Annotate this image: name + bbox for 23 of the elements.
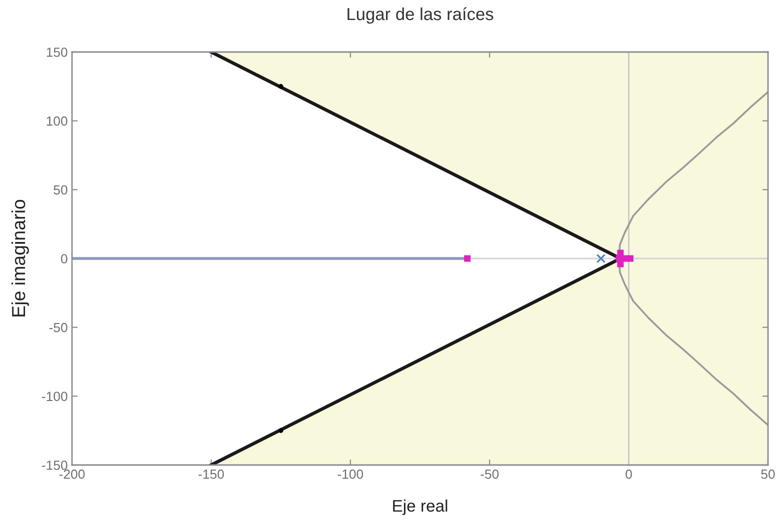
y-tick-label: 100 xyxy=(46,116,68,126)
chart-title: Lugar de las raíces xyxy=(348,7,494,24)
x-tick-label: -200 xyxy=(59,470,85,479)
point xyxy=(464,255,471,262)
point xyxy=(617,260,624,268)
x-tick-label: 0 xyxy=(626,470,632,479)
y-tick-label: -50 xyxy=(49,322,68,332)
x-tick-label: -100 xyxy=(338,470,364,479)
x-tick-label: 50 xyxy=(761,470,775,479)
y-tick-label: 50 xyxy=(54,185,68,195)
point xyxy=(617,250,624,256)
y-tick-label: 150 xyxy=(46,48,68,57)
point xyxy=(626,255,634,262)
y-tick-label: 0 xyxy=(61,254,68,264)
point xyxy=(278,84,284,89)
x-axis-title: Eje real xyxy=(393,500,448,516)
y-tick-label: -150 xyxy=(42,460,68,470)
y-axis-title: Eje imaginario xyxy=(11,200,29,316)
x-tick-label: -50 xyxy=(480,470,499,479)
y-tick-label: -100 xyxy=(42,392,68,402)
x-tick-label: -150 xyxy=(198,470,224,479)
point xyxy=(596,254,606,264)
point xyxy=(278,428,284,433)
